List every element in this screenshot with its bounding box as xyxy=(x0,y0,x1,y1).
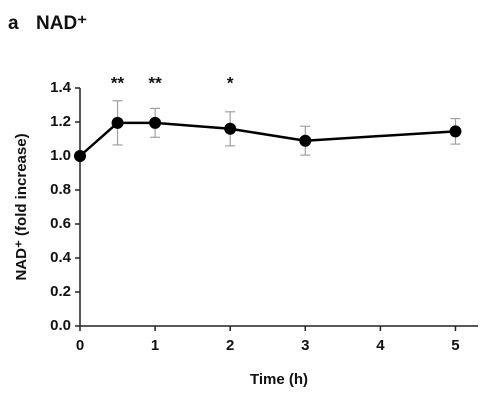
data-point xyxy=(224,122,237,135)
x-axis-label: Time (h) xyxy=(250,371,308,388)
significance-mark: * xyxy=(227,73,234,92)
y-tick-label: 0.6 xyxy=(50,215,71,232)
x-tick-label: 0 xyxy=(76,337,84,354)
chart-title: NAD⁺ xyxy=(36,13,87,34)
y-axis-label: NAD⁺ (fold increase) xyxy=(13,133,30,280)
data-point xyxy=(74,150,86,162)
y-tick-label: 0.8 xyxy=(50,181,71,198)
x-tick-label: 1 xyxy=(151,337,159,354)
panel-label: a xyxy=(8,13,19,34)
y-tick-label: 0.4 xyxy=(50,249,72,266)
y-tick-label: 1.0 xyxy=(50,147,71,164)
data-point xyxy=(149,116,162,129)
y-tick-label: 0.2 xyxy=(50,283,71,300)
data-point xyxy=(299,134,312,147)
data-line xyxy=(79,121,456,157)
data-point xyxy=(111,116,124,129)
significance-mark: ** xyxy=(111,73,125,92)
x-tick-label: 3 xyxy=(301,337,309,354)
x-tick-label: 4 xyxy=(376,337,385,354)
y-tick-label: 1.2 xyxy=(50,113,71,130)
significance-mark: ** xyxy=(148,73,162,92)
x-tick-label: 2 xyxy=(226,337,234,354)
y-tick-label: 0.0 xyxy=(50,317,71,334)
data-point xyxy=(449,125,462,138)
y-tick-label: 1.4 xyxy=(50,79,72,96)
x-tick-label: 5 xyxy=(451,337,459,354)
